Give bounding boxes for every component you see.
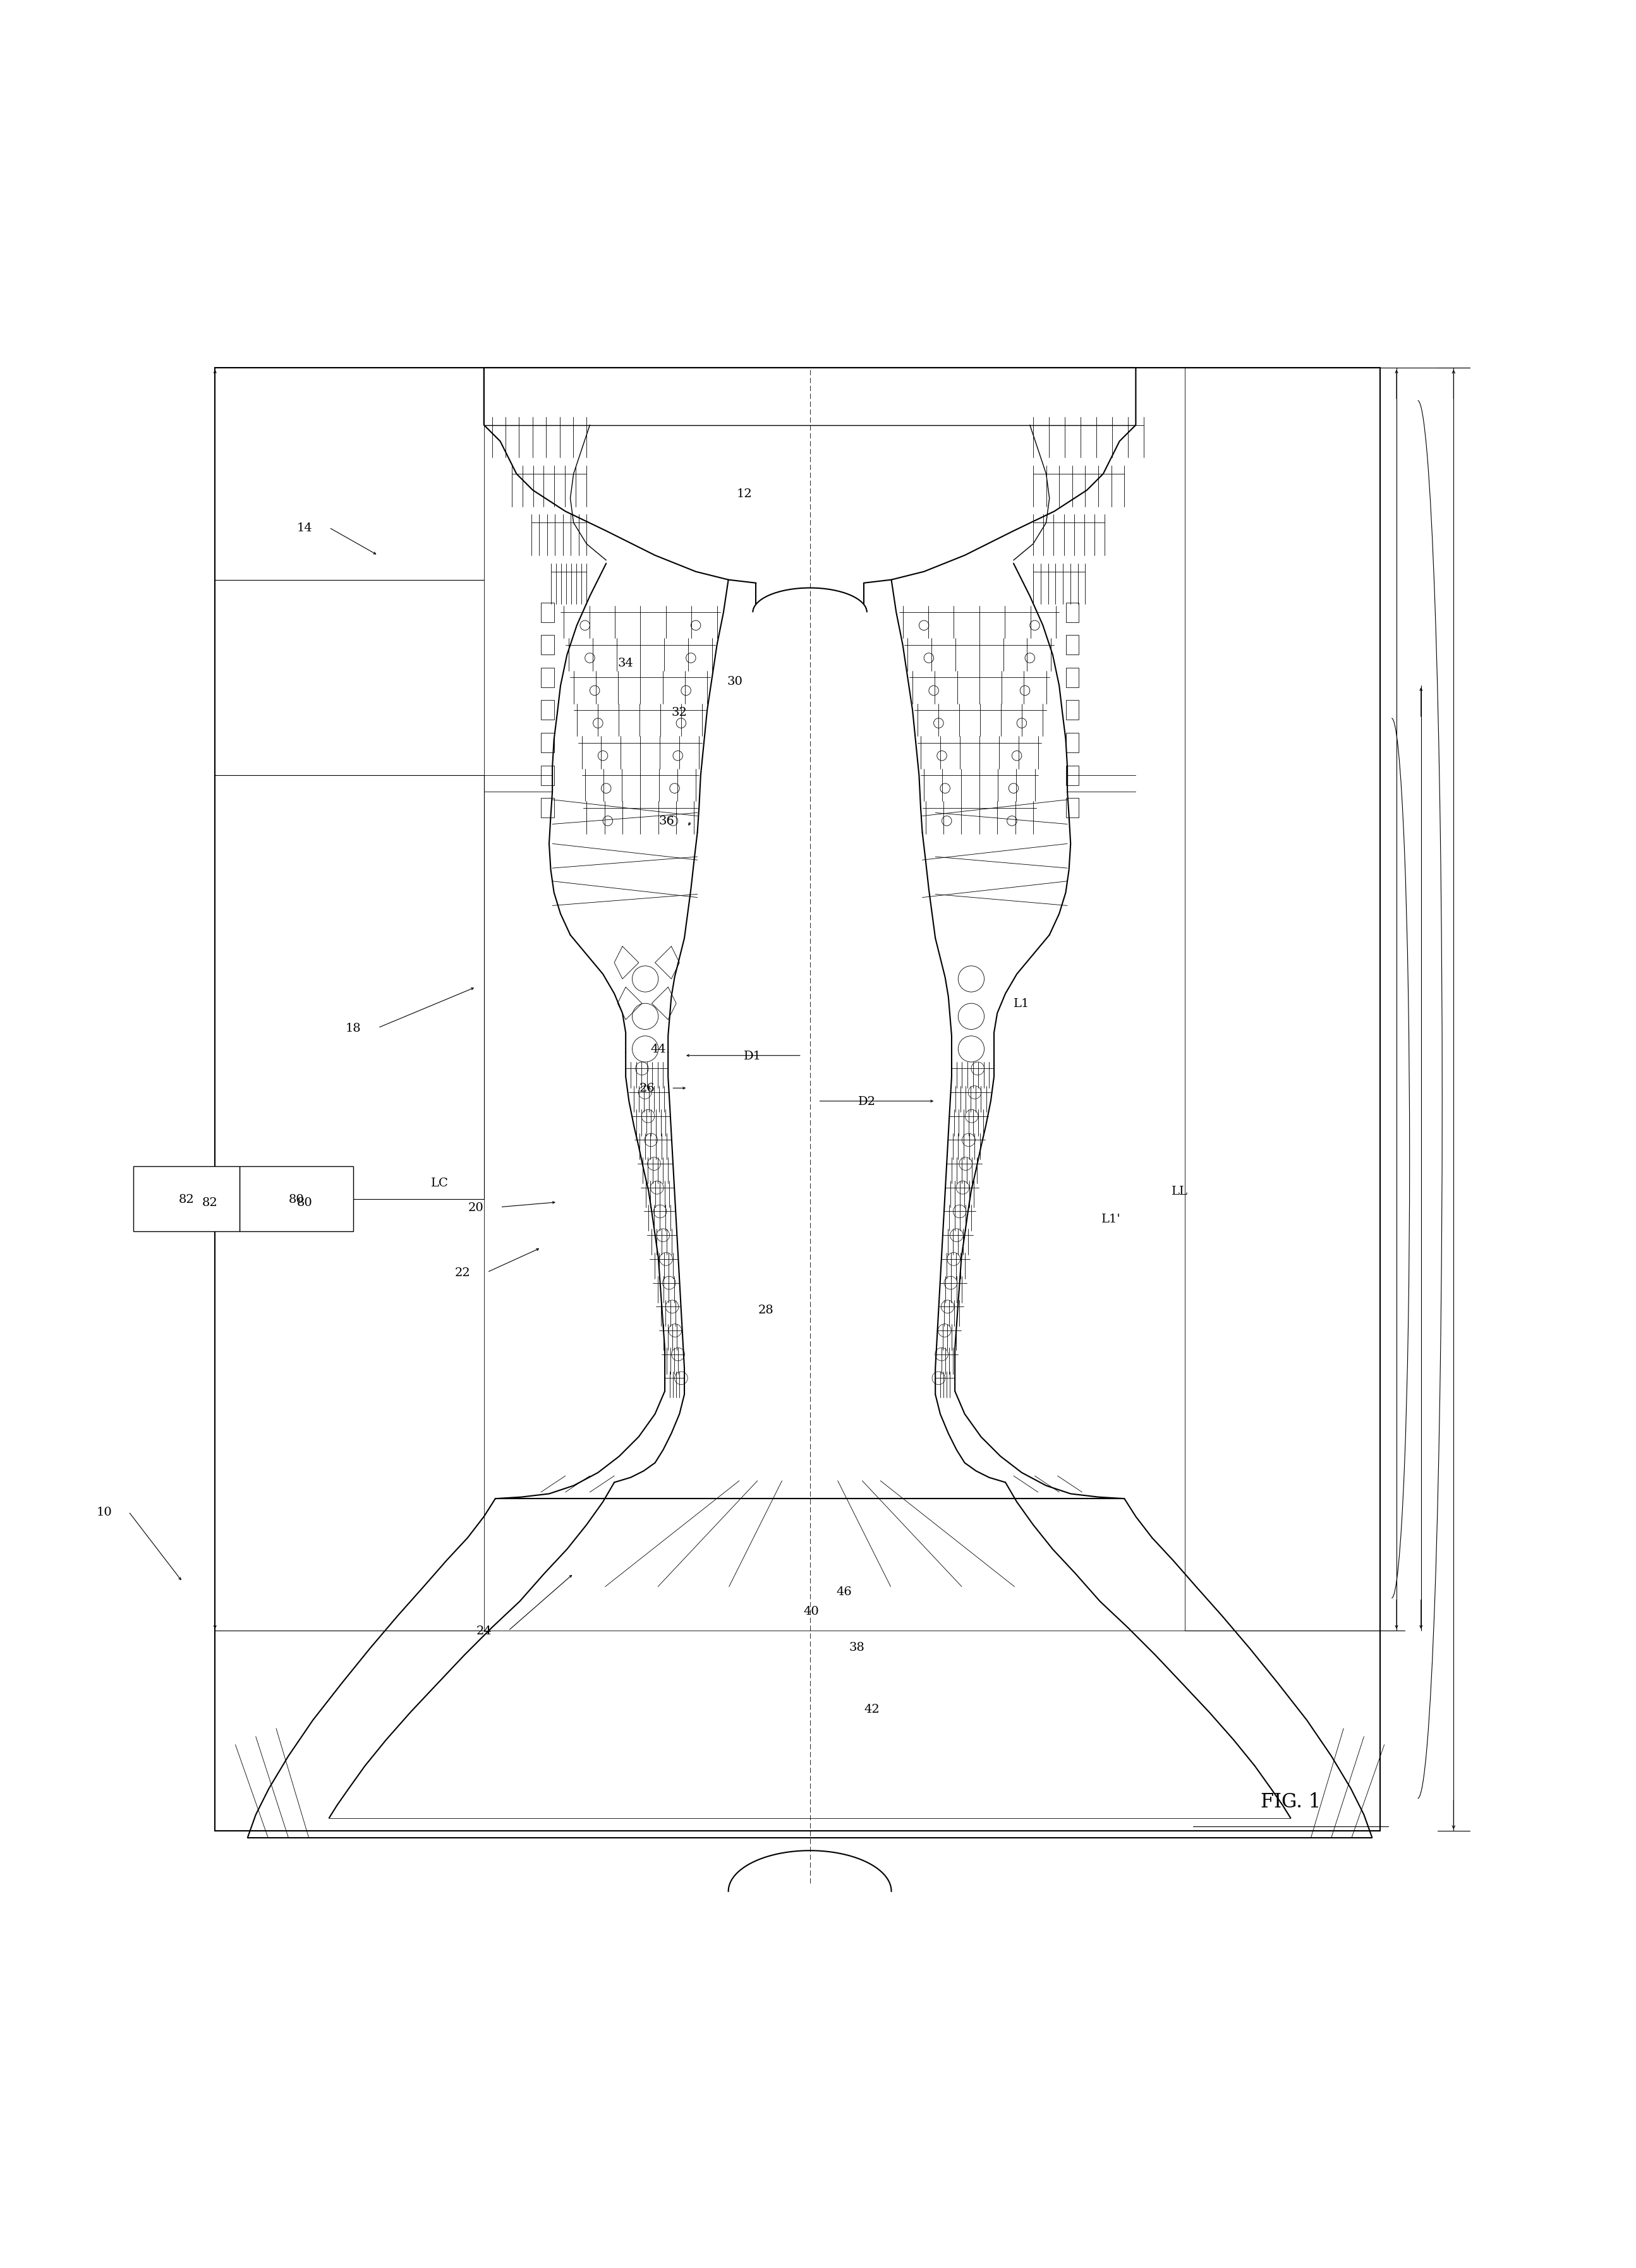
Text: 22: 22 <box>455 1268 471 1279</box>
Bar <box>214 367 1381 1830</box>
Text: 26: 26 <box>640 1082 654 1093</box>
Bar <box>1065 701 1078 721</box>
Text: 14: 14 <box>296 522 312 533</box>
Text: 38: 38 <box>849 1642 865 1653</box>
Bar <box>1065 733 1078 753</box>
Bar <box>542 767 555 785</box>
Text: 40: 40 <box>803 1606 820 1617</box>
Bar <box>542 669 555 687</box>
Text: 34: 34 <box>618 658 633 669</box>
Text: LL: LL <box>1171 1186 1188 1198</box>
Text: L1: L1 <box>1014 998 1029 1009</box>
Bar <box>542 603 555 621</box>
Bar <box>1065 767 1078 785</box>
Text: 12: 12 <box>736 488 753 499</box>
Text: 32: 32 <box>672 705 687 717</box>
Text: 46: 46 <box>836 1585 852 1597</box>
Bar <box>542 701 555 721</box>
Bar <box>484 367 1184 1631</box>
Text: L1': L1' <box>1101 1213 1121 1225</box>
Text: 80: 80 <box>288 1193 304 1204</box>
Text: 82: 82 <box>203 1198 218 1209</box>
Text: 80: 80 <box>296 1198 312 1209</box>
Text: 44: 44 <box>651 1043 666 1055</box>
Bar <box>542 635 555 655</box>
Text: 42: 42 <box>864 1703 880 1715</box>
Text: 10: 10 <box>97 1506 111 1517</box>
Text: 82: 82 <box>178 1193 195 1204</box>
Text: 30: 30 <box>726 676 743 687</box>
Text: 36: 36 <box>659 816 674 828</box>
Bar <box>542 733 555 753</box>
Bar <box>1065 635 1078 655</box>
Text: 24: 24 <box>476 1626 492 1637</box>
Text: 20: 20 <box>468 1202 484 1213</box>
Bar <box>1065 669 1078 687</box>
Bar <box>239 1166 353 1232</box>
Bar <box>134 1166 239 1232</box>
Text: D1: D1 <box>744 1050 762 1061</box>
Text: 18: 18 <box>345 1023 362 1034</box>
Text: D2: D2 <box>857 1095 875 1107</box>
Bar <box>1065 603 1078 621</box>
Text: 28: 28 <box>757 1304 774 1315</box>
Text: FIG. 1: FIG. 1 <box>1260 1792 1320 1812</box>
Bar <box>1065 798 1078 819</box>
Bar <box>542 798 555 819</box>
Text: LC: LC <box>432 1177 448 1188</box>
